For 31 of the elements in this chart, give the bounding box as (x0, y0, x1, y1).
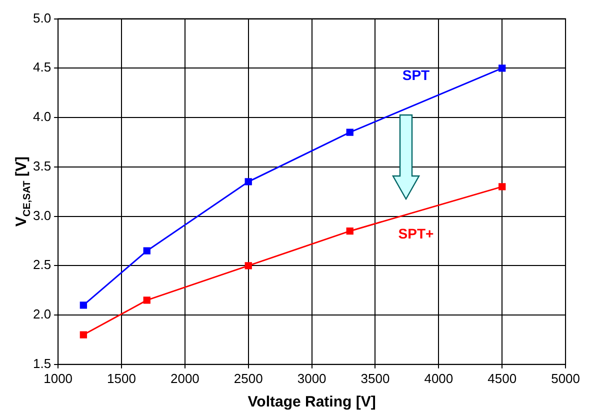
y-tick-label: 2.5 (32, 257, 52, 272)
y-tick-label: 3.0 (32, 208, 52, 223)
x-tick-label: 1000 (44, 370, 73, 386)
x-tick-label: 4500 (488, 370, 517, 386)
y-tick-label: 4.0 (32, 109, 52, 124)
y-tick-label: 5.0 (32, 10, 52, 26)
y-tick-label: 3.5 (32, 158, 52, 174)
x-tick-label: 5000 (551, 370, 580, 386)
series-label: SPT (402, 67, 430, 84)
y-tick-label: 2.0 (32, 306, 52, 322)
point (346, 128, 354, 136)
x-tick-label: 2000 (170, 370, 200, 386)
x-tick-label: 3500 (360, 370, 390, 386)
point (80, 331, 88, 338)
x-tick-label: 2500 (234, 370, 263, 386)
point (244, 178, 252, 186)
point (244, 262, 252, 270)
point (498, 64, 506, 72)
point (80, 302, 88, 309)
x-tick-label: 3000 (297, 370, 326, 386)
point (143, 247, 150, 254)
x-tick-label: 1500 (107, 370, 136, 386)
series-label: SPT+ (398, 226, 434, 242)
y-axis-title: VCE,SAT [V] (13, 156, 33, 227)
point (346, 228, 354, 235)
point (498, 183, 506, 190)
y-tick-label: 1.5 (32, 356, 52, 371)
x-axis-title: Voltage Rating [V] (248, 394, 376, 411)
y-tick-label: 4.5 (32, 60, 52, 75)
x-tick-label: 4000 (424, 370, 454, 386)
point (143, 296, 150, 304)
